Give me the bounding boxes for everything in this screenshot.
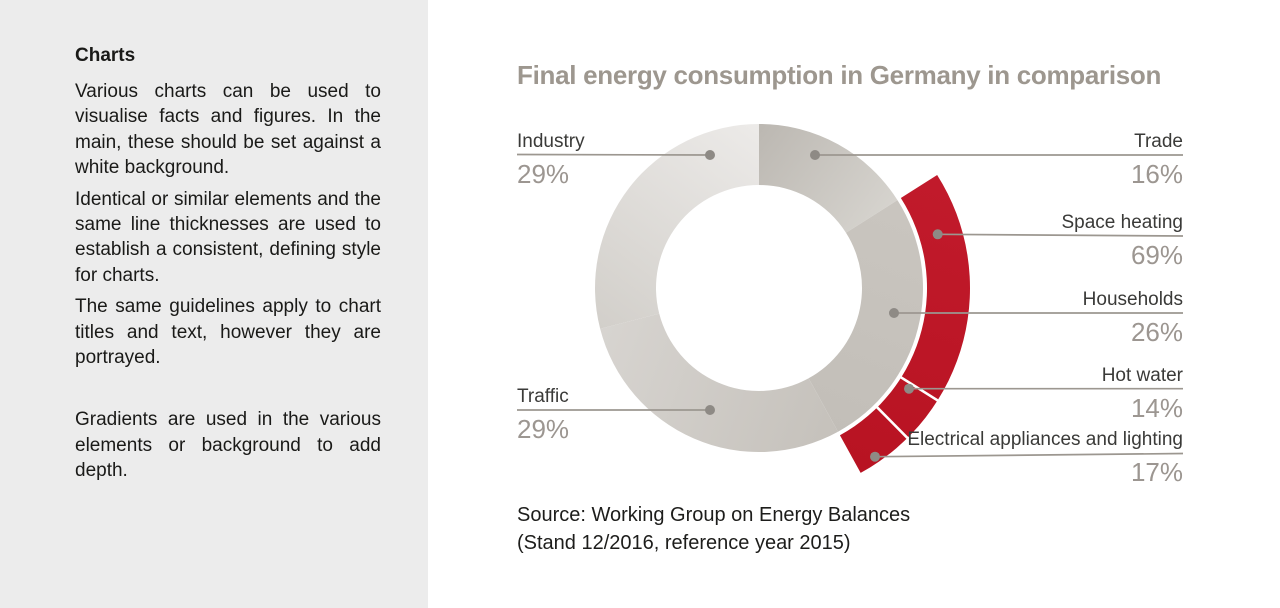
- callout-space-heating: Space heating 69%: [1062, 209, 1184, 270]
- callout-space-heating-label: Space heating: [1061, 212, 1184, 233]
- callout-electrical-appliances: Electrical appliances and lighting 17%: [907, 426, 1183, 487]
- callout-dot-industry: [705, 150, 715, 160]
- callout-industry-label: Industry: [517, 131, 585, 152]
- callout-electrical-appliances-label: Electrical appliances and lighting: [907, 429, 1183, 450]
- callout-households-label: Households: [1082, 289, 1183, 310]
- callout-line-industry: [516, 153, 711, 156]
- sidebar: Charts Various charts can be used to vis…: [0, 0, 428, 608]
- chart-source: Source: Working Group on Energy Balances…: [517, 501, 910, 557]
- callout-households: Households 26%: [1083, 286, 1183, 347]
- callout-hot-water-value: 14%: [1130, 393, 1183, 423]
- callout-dot-electrical-appliances-and-lighting: [870, 451, 880, 462]
- callout-dot-trade: [810, 150, 820, 160]
- sidebar-paragraph-3: The same guidelines apply to chart title…: [75, 296, 381, 369]
- segment-households: [808, 200, 923, 432]
- callout-electrical-appliances-value: 17%: [1130, 457, 1183, 487]
- sidebar-paragraph-4: Gradients are used in the various elemen…: [75, 409, 381, 482]
- callout-traffic-label: Traffic: [517, 386, 569, 407]
- sub-arc-separator: [875, 405, 910, 440]
- callout-households-value: 26%: [1130, 317, 1183, 347]
- callout-traffic: Traffic 29%: [517, 383, 569, 444]
- callout-dot-hot-water: [904, 383, 914, 394]
- chart-source-line-2: (Stand 12/2016, reference year 2015): [517, 532, 851, 554]
- callout-line-electrical-appliances-and-lighting: [874, 452, 1184, 458]
- callout-industry: Industry 29%: [517, 128, 585, 189]
- callout-traffic-value: 29%: [517, 414, 570, 444]
- callout-dot-households: [889, 308, 899, 318]
- callout-dot-space-heating: [932, 229, 943, 240]
- segment-trade: [759, 124, 898, 233]
- callout-dot-traffic: [705, 405, 715, 415]
- callout-hot-water-label: Hot water: [1101, 365, 1183, 386]
- callout-trade-value: 16%: [1130, 159, 1183, 189]
- segment-traffic: [600, 313, 839, 453]
- callout-line-space-heating: [937, 233, 1184, 237]
- sidebar-paragraph-1: Various charts can be used to visualise …: [75, 81, 381, 179]
- sub-arc-households-breakdown: [839, 174, 970, 473]
- callout-space-heating-value: 69%: [1130, 240, 1183, 270]
- segment-industry: [594, 124, 759, 329]
- callout-trade: Trade 16%: [1131, 128, 1183, 189]
- sidebar-paragraph-2: Identical or similar elements and the sa…: [75, 188, 381, 286]
- callout-industry-value: 29%: [517, 159, 570, 189]
- callout-trade-label: Trade: [1134, 131, 1183, 152]
- chart-source-line-1: Source: Working Group on Energy Balances: [517, 504, 911, 526]
- callout-hot-water: Hot water 14%: [1102, 362, 1183, 423]
- chart-title: Final energy consumption in Germany in c…: [517, 60, 1162, 90]
- sidebar-heading: Charts: [75, 45, 136, 66]
